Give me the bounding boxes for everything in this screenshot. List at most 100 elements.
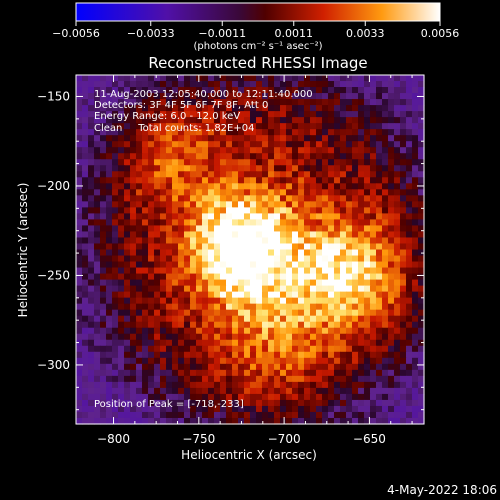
heatmap-cell [178, 339, 185, 347]
heatmap-cell [274, 183, 281, 190]
heatmap-cell [418, 159, 425, 166]
heatmap-cell [118, 237, 125, 245]
heatmap-cell [178, 273, 185, 281]
heatmap-cell [256, 297, 263, 305]
heatmap-cell [286, 315, 293, 323]
heatmap-cell [166, 189, 173, 196]
heatmap-cell [418, 81, 425, 88]
heatmap-cell [400, 87, 407, 94]
heatmap-cell [130, 87, 137, 94]
heatmap-cell [412, 333, 419, 341]
heatmap-cell [142, 255, 149, 263]
heatmap-cell [382, 405, 389, 413]
heatmap-cell [328, 243, 335, 251]
heatmap-cell [256, 225, 263, 233]
heatmap-cell [238, 117, 245, 124]
heatmap-cell [394, 357, 401, 365]
heatmap-cell [82, 183, 89, 190]
heatmap-cell [322, 117, 329, 124]
heatmap-cell [298, 189, 305, 196]
heatmap-cell [406, 387, 413, 395]
heatmap-cell [280, 249, 287, 257]
colorbar-ticks: −0.0056 −0.0033 −0.0011 0.0011 0.0033 0.0056 [52, 21, 459, 40]
heatmap-cell [298, 219, 305, 227]
heatmap-cell [202, 135, 209, 142]
heatmap-cell [346, 249, 353, 257]
heatmap-cell [166, 111, 173, 118]
heatmap-cell [250, 117, 257, 124]
heatmap-cell [142, 219, 149, 227]
heatmap-cell [124, 237, 131, 245]
heatmap-cell [124, 249, 131, 257]
heatmap-cell [124, 381, 131, 389]
heatmap-cell [76, 279, 83, 287]
heatmap-cell [298, 153, 305, 160]
heatmap-cell [388, 93, 395, 100]
heatmap-cell [352, 93, 359, 100]
heatmap-cell [412, 195, 419, 202]
heatmap-cell [244, 219, 251, 227]
heatmap-cell [256, 381, 263, 389]
heatmap-cell [406, 213, 413, 221]
heatmap-cell [124, 129, 131, 136]
heatmap-cell [124, 111, 131, 118]
heatmap-cell [76, 213, 83, 221]
heatmap-cell [418, 411, 425, 419]
heatmap-cell [298, 345, 305, 353]
heatmap-cell [292, 387, 299, 395]
heatmap-cell [172, 405, 179, 413]
heatmap-cell [382, 195, 389, 202]
heatmap-cell [322, 105, 329, 112]
heatmap-cell [250, 327, 257, 335]
heatmap-cell [196, 153, 203, 160]
heatmap-cell [268, 105, 275, 112]
heatmap-cell [220, 285, 227, 293]
heatmap-cell [352, 147, 359, 154]
heatmap-cell [76, 99, 83, 106]
heatmap-cell [292, 279, 299, 287]
heatmap-cell [292, 339, 299, 347]
heatmap-cell [394, 129, 401, 136]
heatmap-cell [382, 81, 389, 88]
heatmap-cell [358, 303, 365, 311]
heatmap-cell [190, 219, 197, 227]
heatmap-cell [130, 279, 137, 287]
heatmap-cell [76, 363, 83, 371]
heatmap-cell [322, 129, 329, 136]
heatmap-cell [190, 81, 197, 88]
heatmap-cell [310, 147, 317, 154]
heatmap-cell [298, 297, 305, 305]
heatmap-cell [328, 387, 335, 395]
heatmap-cell [112, 93, 119, 100]
heatmap-cell [190, 267, 197, 275]
heatmap-cell [118, 99, 125, 106]
heatmap-cell [370, 75, 377, 82]
heatmap-cell [112, 255, 119, 263]
heatmap-cell [382, 159, 389, 166]
heatmap-cell [370, 339, 377, 347]
heatmap-cell [178, 189, 185, 196]
heatmap-cell [334, 183, 341, 190]
heatmap-cell [352, 123, 359, 130]
heatmap-cell [232, 93, 239, 100]
heatmap-cell [286, 87, 293, 94]
heatmap-cell [370, 333, 377, 341]
heatmap-cell [280, 75, 287, 82]
heatmap-cell [340, 153, 347, 160]
heatmap-cell [220, 417, 227, 425]
heatmap-cell [76, 219, 83, 227]
heatmap-cell [82, 129, 89, 136]
heatmap-cell [100, 165, 107, 172]
heatmap-cell [226, 369, 233, 377]
heatmap-cell [130, 321, 137, 329]
heatmap-cell [262, 177, 269, 184]
heatmap-cell [340, 303, 347, 311]
heatmap-cell [160, 255, 167, 263]
heatmap-cell [406, 237, 413, 245]
heatmap-cell [124, 201, 131, 208]
heatmap-cell [298, 207, 305, 214]
heatmap-cell [334, 309, 341, 317]
heatmap-cell [328, 321, 335, 329]
heatmap-cell [364, 147, 371, 154]
heatmap-cell [262, 111, 269, 118]
